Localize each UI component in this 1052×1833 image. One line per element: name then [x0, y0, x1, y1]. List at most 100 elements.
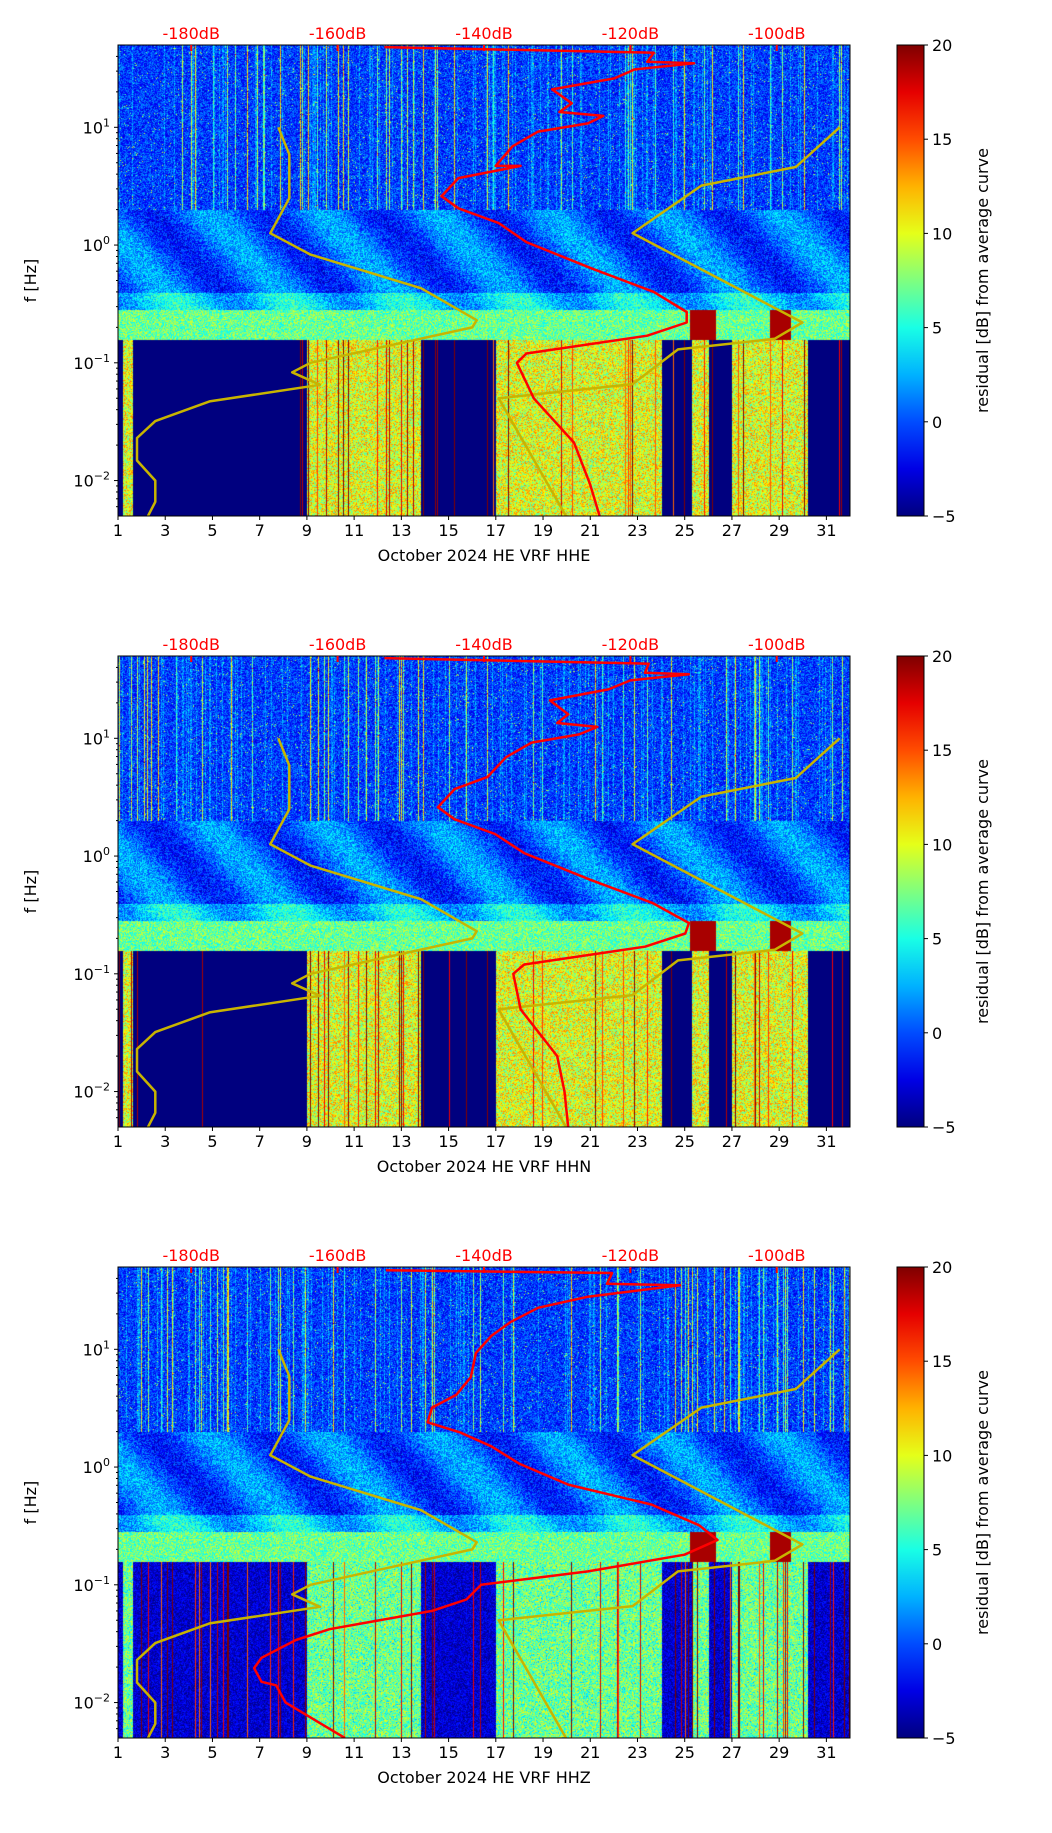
x-tick-label: 17	[486, 1132, 506, 1151]
y-tick-label: 10−2	[73, 470, 110, 491]
x-tick-label: 9	[302, 1132, 312, 1151]
colorbar-tick-label: 5	[932, 930, 942, 949]
x-tick-label: 19	[533, 1743, 553, 1762]
y-tick-exp: 0	[103, 845, 110, 858]
db-scale-label: -100dB	[748, 635, 805, 654]
y-tick-base: 10	[73, 965, 93, 984]
x-tick-label: 29	[769, 1132, 789, 1151]
x-tick-label: 25	[675, 1743, 695, 1762]
colorbar-tick-label: 10	[932, 835, 952, 854]
colorbar-tick-label: 20	[932, 36, 952, 55]
plot-lines	[135, 1268, 841, 1738]
y-tick-exp: −2	[94, 1692, 110, 1705]
y-tick-label: 10−2	[73, 1081, 110, 1102]
nhnm-curve	[497, 126, 841, 516]
psd-curve	[384, 656, 691, 1127]
x-tick-label: 11	[344, 1132, 364, 1151]
x-tick-label: 15	[438, 521, 458, 540]
y-tick-base: 10	[73, 1576, 93, 1595]
y-tick-base: 10	[83, 847, 103, 866]
colorbar-tick-label: −5	[932, 1118, 956, 1137]
spectrogram-panel-hhe: 1 3 5 7 9 11 13 15 17 19 21 23 25 27 29 31 10−2 10−1 100 10…	[0, 0, 1052, 611]
y-tick-label: 100	[83, 234, 110, 255]
x-axis-label: October 2024 HE VRF HHE	[378, 546, 591, 565]
x-tick-label: 7	[255, 521, 265, 540]
colorbar-tick-label: −5	[932, 507, 956, 526]
db-scale-label: -140dB	[455, 24, 512, 43]
y-tick-label: 10−1	[73, 963, 110, 984]
x-axis-label: October 2024 HE VRF HHZ	[377, 1768, 591, 1787]
x-tick-label: 11	[344, 521, 364, 540]
spectrogram-panel-hhz: 1 3 5 7 9 11 13 15 17 19 21 23 25 27 29 31 10−2 10−1 100 10…	[0, 1222, 1052, 1833]
colorbar-tick-label: −5	[932, 1729, 956, 1748]
colorbar-tick-label: 10	[932, 1446, 952, 1465]
y-axis-label: f [Hz]	[21, 259, 40, 303]
y-tick-exp: −2	[94, 1081, 110, 1094]
chart-overlay: 1 3 5 7 9 11 13 15 17 19 21 23 25 27 29 3110−210−110010…	[21, 24, 992, 565]
y-tick-exp: 0	[103, 234, 110, 247]
colorbar-tick-label: 15	[932, 130, 952, 149]
x-tick-label: 5	[207, 521, 217, 540]
colorbar-tick-label: 15	[932, 741, 952, 760]
y-tick-base: 10	[83, 729, 103, 748]
x-axis-label: October 2024 HE VRF HHN	[377, 1157, 592, 1176]
y-tick-exp: −2	[94, 470, 110, 483]
y-tick-label: 100	[83, 845, 110, 866]
x-tick-label: 15	[438, 1132, 458, 1151]
psd-curve	[384, 45, 696, 516]
colorbar-tick-label: 20	[932, 1258, 952, 1277]
colorbar-label: residual [dB] from average curve	[973, 759, 992, 1024]
colorbar	[896, 655, 925, 1128]
nlnm-curve	[135, 737, 478, 1127]
db-scale-label: -160dB	[309, 1246, 366, 1265]
axes-frame	[117, 1266, 851, 1739]
db-scale-label: -100dB	[748, 1246, 805, 1265]
x-tick-label: 25	[675, 521, 695, 540]
x-tick-label: 3	[160, 521, 170, 540]
colorbar	[896, 1266, 925, 1739]
db-scale-label: -160dB	[309, 635, 366, 654]
colorbar-label: residual [dB] from average curve	[973, 1370, 992, 1635]
nhnm-curve	[497, 1348, 841, 1738]
db-scale-label: -120dB	[602, 635, 659, 654]
y-tick-base: 10	[83, 1458, 103, 1477]
db-scale-label: -180dB	[162, 1246, 219, 1265]
x-tick-label: 3	[160, 1743, 170, 1762]
colorbar-tick-label: 5	[932, 319, 942, 338]
y-tick-base: 10	[83, 118, 103, 137]
axes-frame	[117, 655, 851, 1128]
x-tick-label: 7	[255, 1132, 265, 1151]
x-tick-label: 31	[816, 1132, 836, 1151]
x-tick-label: 1	[113, 1743, 123, 1762]
psd-curve	[252, 1268, 719, 1738]
spectrogram-heatmap	[118, 656, 850, 1127]
nlnm-curve	[135, 1348, 478, 1738]
db-scale-label: -160dB	[309, 24, 366, 43]
x-tick-label: 29	[769, 1743, 789, 1762]
y-tick-base: 10	[83, 236, 103, 255]
y-tick-exp: −1	[94, 1574, 110, 1587]
axes-frame	[117, 44, 851, 517]
colorbar-tick-label: 0	[932, 413, 942, 432]
nhnm-curve	[497, 737, 841, 1127]
plot-lines	[135, 45, 841, 516]
x-tick-label: 25	[675, 1132, 695, 1151]
y-tick-label: 101	[83, 1338, 110, 1359]
y-tick-base: 10	[73, 1083, 93, 1102]
x-tick-label: 21	[580, 521, 600, 540]
x-tick-label: 9	[302, 1743, 312, 1762]
y-tick-label: 101	[83, 116, 110, 137]
x-tick-label: 7	[255, 1743, 265, 1762]
y-axis-label: f [Hz]	[21, 1481, 40, 1525]
x-tick-label: 5	[207, 1132, 217, 1151]
spectrogram-panel-hhn: 1 3 5 7 9 11 13 15 17 19 21 23 25 27 29 31 10−2 10−1 100 10…	[0, 611, 1052, 1222]
y-tick-exp: 1	[103, 727, 110, 740]
db-scale-label: -180dB	[162, 24, 219, 43]
x-tick-label: 1	[113, 521, 123, 540]
db-scale-label: -120dB	[602, 1246, 659, 1265]
colorbar-tick-label: 5	[932, 1541, 942, 1560]
x-tick-label: 3	[160, 1132, 170, 1151]
x-tick-label: 1	[113, 1132, 123, 1151]
db-scale-label: -140dB	[455, 635, 512, 654]
x-tick-label: 27	[722, 521, 742, 540]
